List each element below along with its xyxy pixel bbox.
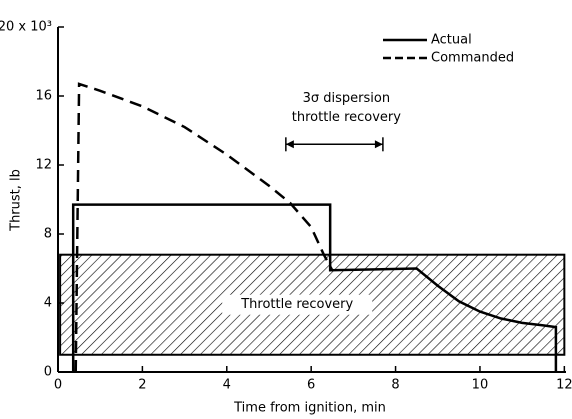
x-tick-label: 10 (472, 378, 489, 393)
series-line (74, 82, 334, 373)
legend-label: Commanded (431, 51, 514, 66)
legend-label: Actual (431, 33, 472, 48)
series-line (71, 203, 558, 372)
band-label: Throttle recovery (240, 297, 353, 312)
y-tick-label: 20 x 10³ (0, 20, 52, 35)
band-label-bg (222, 294, 373, 315)
x-tick-label: 2 (138, 378, 146, 393)
y-tick-label: 0 (44, 365, 52, 380)
y-tick-label: 16 (35, 89, 52, 104)
y-axis-label: Thrust, lb (9, 169, 24, 232)
x-tick-label: 4 (223, 378, 231, 393)
x-tick-label: 8 (391, 378, 399, 393)
x-axis-label: Time from ignition, min (233, 401, 386, 416)
annotation: throttle recovery (292, 110, 401, 125)
annotation: 3σ dispersion (303, 91, 390, 106)
y-tick-label: 8 (44, 227, 52, 242)
x-tick-label: 0 (54, 378, 62, 393)
x-tick-label: 6 (307, 378, 315, 393)
x-tick-label: 12 (556, 378, 572, 393)
y-tick-label: 12 (35, 158, 52, 173)
y-tick-label: 4 (44, 296, 52, 311)
